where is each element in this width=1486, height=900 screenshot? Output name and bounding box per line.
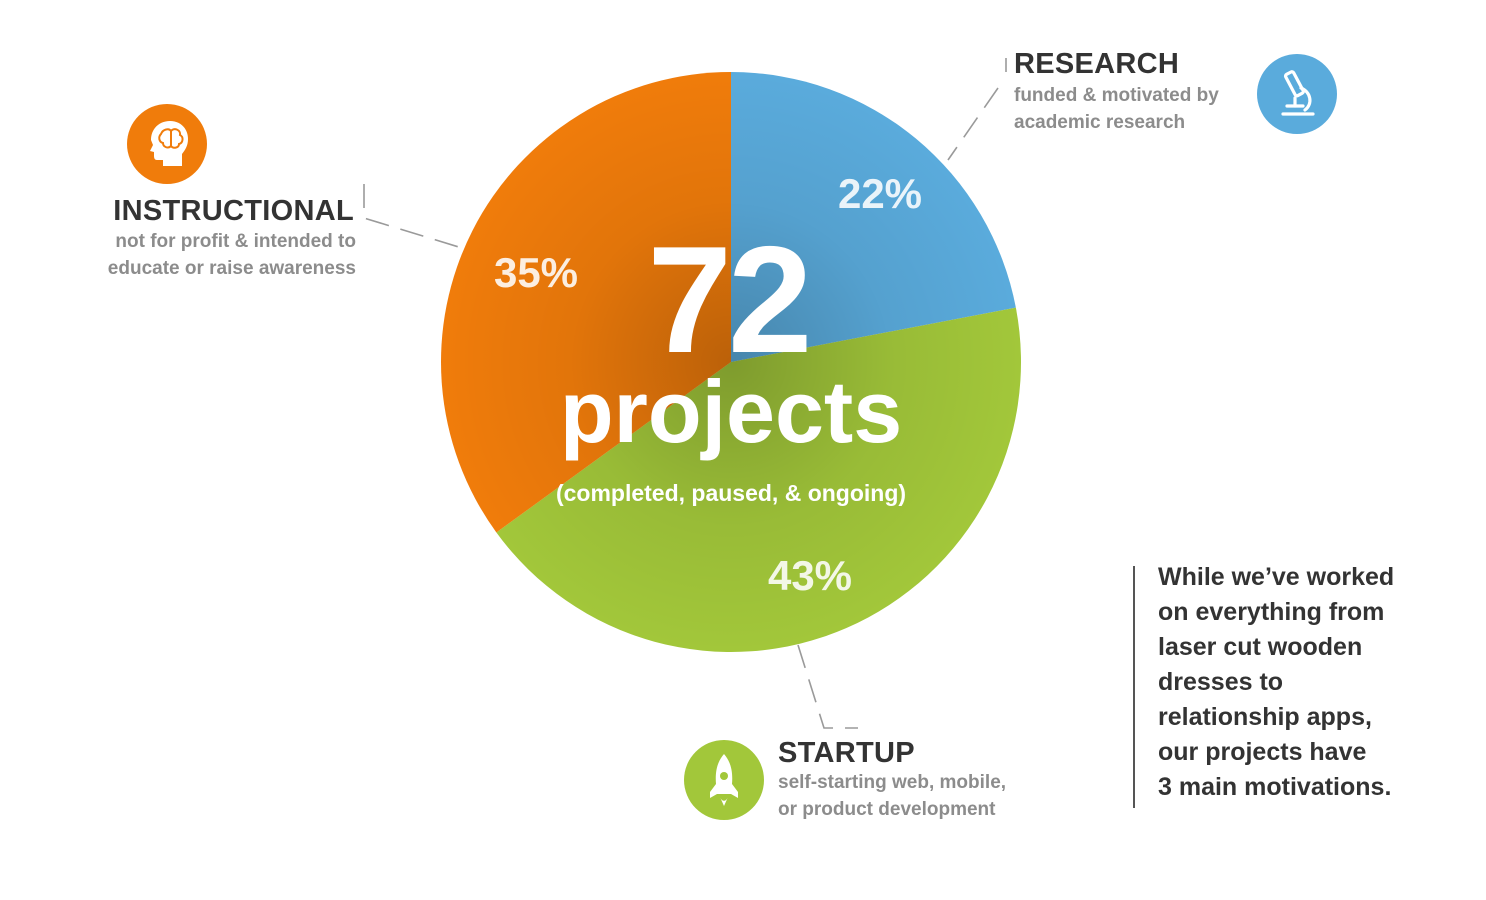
instructional-description: not for profit & intended to educate or … xyxy=(108,228,356,282)
note-line: While we’ve worked xyxy=(1158,563,1395,591)
total-count: 72 xyxy=(647,215,808,385)
startup-title: STARTUP xyxy=(778,737,915,769)
startup-desc-line: or product development xyxy=(778,799,996,820)
note-line: dresses to xyxy=(1158,668,1284,696)
instructional-title: INSTRUCTIONAL xyxy=(113,195,354,227)
total-sublabel: (completed, paused, & ongoing) xyxy=(556,480,906,506)
rocket-icon xyxy=(684,740,764,820)
note-divider xyxy=(1133,566,1135,808)
startup-description: self-starting web, mobile, or product de… xyxy=(778,769,1006,823)
research-title: RESEARCH xyxy=(1014,48,1180,80)
motivation-note: While we’ve worked on everything from la… xyxy=(1158,560,1458,805)
research-desc-line: academic research xyxy=(1014,112,1186,133)
research-leader-line-2 xyxy=(947,87,999,161)
microscope-icon xyxy=(1257,54,1337,134)
startup-desc-line: self-starting web, mobile, xyxy=(778,772,1007,793)
instructional-desc-line: not for profit & intended to xyxy=(115,231,356,252)
startup-leader-line xyxy=(797,644,858,729)
research-desc-line: funded & motivated by xyxy=(1014,85,1219,106)
research-description: funded & motivated by academic research xyxy=(1014,82,1219,136)
slice-label-instructional: 35% xyxy=(494,249,578,296)
total-label: projects xyxy=(560,362,902,461)
slice-label-research: 22% xyxy=(838,170,922,217)
note-line: on everything from xyxy=(1158,598,1385,626)
note-line: 3 main motivations. xyxy=(1158,773,1392,801)
instructional-desc-line: educate or raise awareness xyxy=(107,258,356,279)
instructional-leader-line xyxy=(363,184,463,249)
note-line: laser cut wooden xyxy=(1158,633,1363,661)
note-line: our projects have xyxy=(1158,738,1367,766)
brain-head-icon xyxy=(127,104,207,184)
note-line: relationship apps, xyxy=(1158,703,1372,731)
slice-label-startup: 43% xyxy=(768,552,852,599)
